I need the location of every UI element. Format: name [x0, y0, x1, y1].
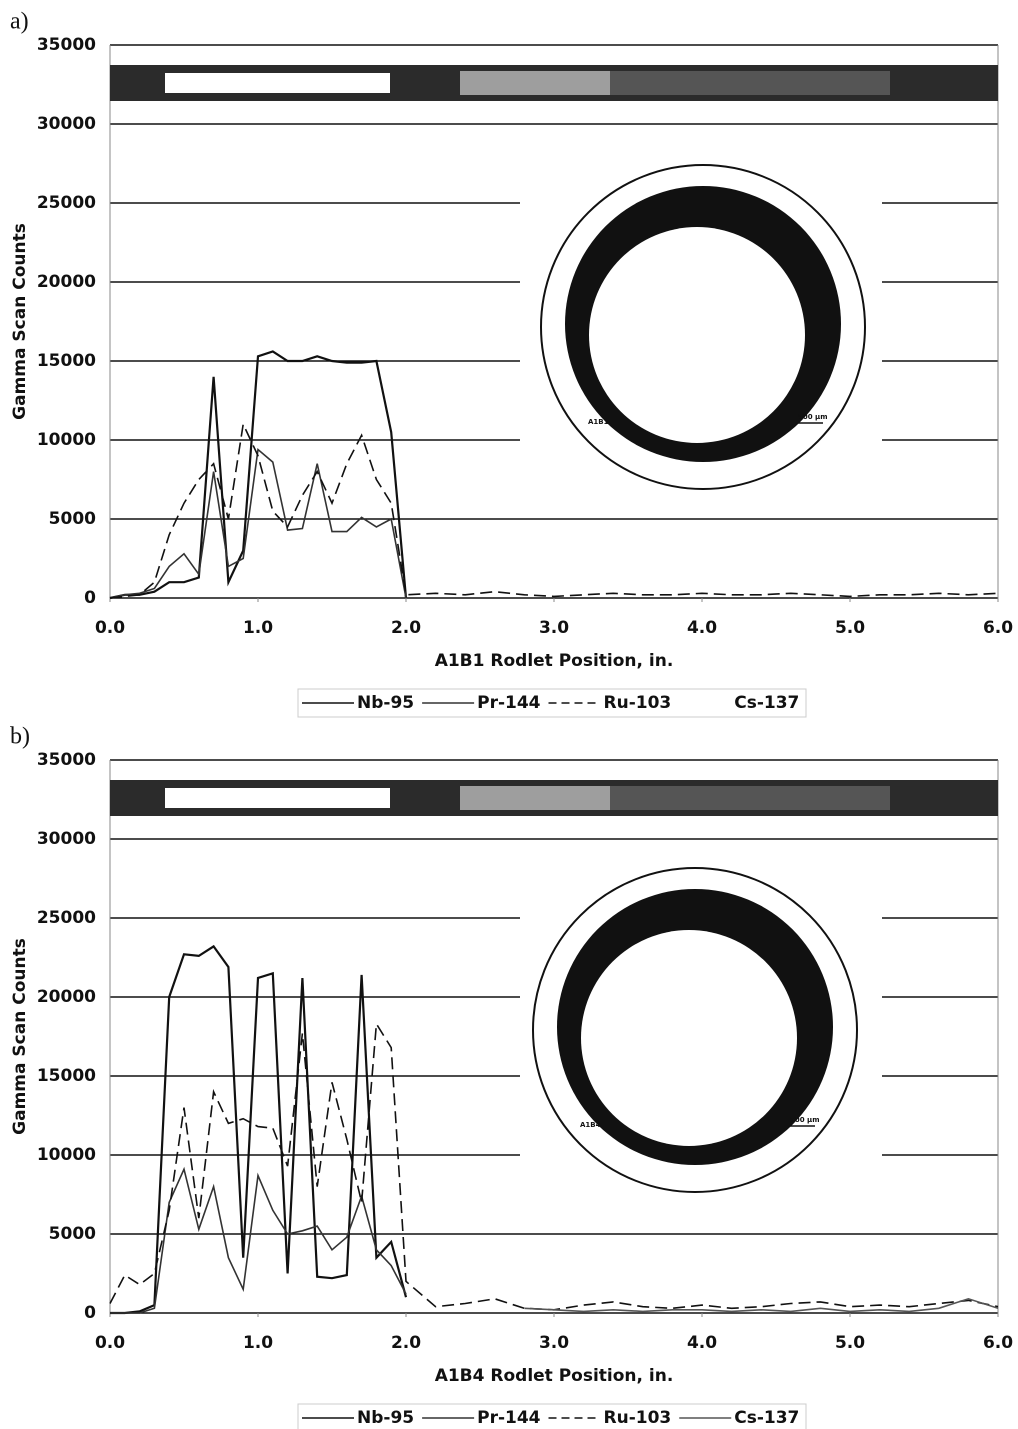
x-axis-title: A1B4 Rodlet Position, in. — [435, 1366, 674, 1386]
legend-label: Pr-144 — [477, 693, 541, 713]
y-tick-label: 20000 — [37, 987, 96, 1007]
x-tick-label: 2.0 — [391, 1333, 421, 1353]
rodlet-white — [165, 73, 390, 93]
y-tick-label: 15000 — [37, 351, 96, 371]
fuel-center — [581, 930, 797, 1146]
legend-label: Ru-103 — [604, 693, 672, 713]
y-tick-label: 10000 — [37, 1145, 96, 1165]
x-tick-label: 3.0 — [539, 1333, 569, 1353]
y-tick-label: 0 — [84, 588, 96, 608]
panel: a) 0 5000 10000 15000 20000 25000 30000 35000 0.0… — [10, 9, 1013, 718]
legend-label: Ru-103 — [604, 1408, 672, 1428]
x-tick-label: 6.0 — [983, 1333, 1013, 1353]
inset-label: A1B4 — [580, 1121, 601, 1129]
y-tick-label: 30000 — [37, 114, 96, 134]
x-tick-label: 5.0 — [835, 618, 865, 638]
series-line — [110, 946, 406, 1313]
y-axis-title: Gamma Scan Counts — [10, 938, 30, 1135]
x-tick-label: 1.0 — [243, 618, 273, 638]
y-axis-title: Gamma Scan Counts — [10, 223, 30, 420]
y-tick-label: 35000 — [37, 35, 96, 55]
figure: a) 0 5000 10000 15000 20000 25000 30000 35000 0.0… — [0, 0, 1018, 1429]
legend-label: Nb-95 — [357, 1408, 414, 1428]
x-tick-label: 2.0 — [391, 618, 421, 638]
y-tick-label: 35000 — [37, 750, 96, 770]
y-tick-label: 5000 — [49, 509, 96, 529]
x-tick-label: 3.0 — [539, 618, 569, 638]
inset-label: A1B1 — [588, 418, 609, 426]
rodlet-gray — [610, 786, 890, 810]
fuel-center — [589, 227, 805, 443]
scale-label: 500 µm — [790, 1116, 820, 1124]
rodlet-white — [165, 788, 390, 808]
x-tick-label: 6.0 — [983, 618, 1013, 638]
y-tick-label: 25000 — [37, 908, 96, 928]
legend-label: Pr-144 — [477, 1408, 541, 1428]
x-tick-label: 5.0 — [835, 1333, 865, 1353]
rodlet-bright — [460, 71, 610, 95]
x-tick-label: 4.0 — [687, 1333, 717, 1353]
series-line — [110, 450, 406, 599]
y-tick-label: 0 — [84, 1303, 96, 1323]
y-tick-label: 25000 — [37, 193, 96, 213]
legend-label: Cs-137 — [734, 693, 799, 713]
x-axis-title: A1B1 Rodlet Position, in. — [435, 651, 674, 671]
scale-label: 500 µm — [798, 413, 828, 421]
panel-label: b) — [10, 724, 30, 750]
y-tick-label: 10000 — [37, 430, 96, 450]
x-tick-label: 0.0 — [95, 618, 125, 638]
series-line — [110, 352, 406, 599]
panel-label: a) — [10, 9, 29, 35]
rodlet-bright — [460, 786, 610, 810]
rodlet-gray — [610, 71, 890, 95]
legend-label: Cs-137 — [734, 1408, 799, 1428]
y-tick-label: 20000 — [37, 272, 96, 292]
panel: b) 0 5000 10000 15000 20000 25000 30000 35000 0.0… — [10, 724, 1013, 1429]
x-tick-label: 0.0 — [95, 1333, 125, 1353]
y-tick-label: 15000 — [37, 1066, 96, 1086]
legend-label: Nb-95 — [357, 693, 414, 713]
y-tick-label: 5000 — [49, 1224, 96, 1244]
x-tick-label: 1.0 — [243, 1333, 273, 1353]
x-tick-label: 4.0 — [687, 618, 717, 638]
y-tick-label: 30000 — [37, 829, 96, 849]
